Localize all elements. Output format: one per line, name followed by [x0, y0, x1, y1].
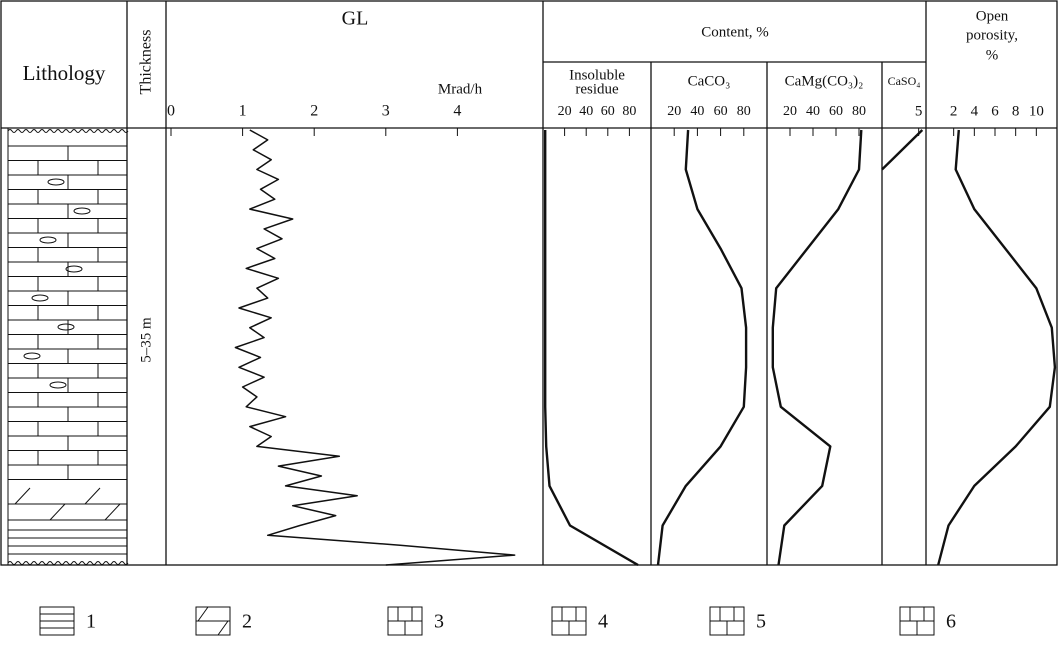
frame: [0, 0, 1058, 566]
x-tick-label: 40: [579, 104, 593, 119]
x-tick-label: 2: [310, 103, 318, 120]
hatch: [14, 487, 31, 505]
x-tick-label: 1: [239, 103, 247, 120]
gl-header: GL: [342, 8, 369, 30]
x-tick-label: 80: [852, 104, 866, 119]
nodule: [57, 323, 75, 331]
content-header: Content, %: [701, 24, 769, 40]
lithology-header: Lithology: [23, 61, 106, 85]
curve: [771, 129, 863, 566]
nodule: [39, 236, 57, 244]
hatch: [84, 487, 101, 505]
x-tick-label: 60: [714, 104, 728, 119]
nodule: [73, 207, 91, 215]
wave: [7, 129, 129, 133]
nodule: [31, 294, 49, 302]
lithology-pattern: [7, 129, 129, 565]
curve: [937, 129, 1057, 566]
wave: [7, 561, 129, 565]
legend-label: 1: [86, 611, 96, 633]
x-tick-label: 20: [558, 104, 572, 119]
x-tick-label: 3: [382, 103, 390, 120]
x-tick-label: 5: [915, 103, 923, 119]
hatch: [217, 620, 229, 636]
lithology-column: [7, 127, 128, 566]
curve: [544, 130, 639, 567]
porosity-header: Open: [976, 8, 1009, 24]
legend: 1 2 3 4 5 6: [39, 606, 956, 636]
x-tick-label: 8: [1012, 103, 1020, 119]
panel-title: Insoluble: [569, 67, 625, 83]
hatch: [197, 606, 209, 622]
x-tick-label: 6: [991, 103, 999, 119]
x-tick-label: 80: [737, 104, 751, 119]
curve: [656, 129, 748, 566]
x-tick-label: 60: [601, 104, 615, 119]
nodule: [23, 352, 41, 360]
x-tick-label: 20: [667, 104, 681, 119]
panel-title: CaSO₄: [888, 74, 921, 88]
x-tick-label: 4: [453, 103, 461, 120]
x-tick-label: 2: [950, 103, 958, 119]
legend-label: 2: [242, 611, 252, 633]
x-tick-label: 10: [1029, 103, 1044, 119]
nodule: [65, 265, 83, 273]
panel-title: residue: [575, 81, 619, 97]
x-tick-label: 20: [783, 104, 797, 119]
hatch: [49, 503, 66, 521]
x-tick-label: 40: [806, 104, 820, 119]
curve: [881, 129, 924, 171]
thickness-range: 5–35 m: [138, 317, 154, 363]
x-tick-label: 60: [829, 104, 843, 119]
x-tick-label: 0: [167, 103, 175, 120]
legend-label: 4: [598, 611, 608, 633]
x-tick-label: 4: [971, 103, 979, 119]
porosity-header: %: [986, 47, 999, 63]
legend-label: 5: [756, 611, 766, 633]
porosity-header: porosity,: [966, 27, 1018, 43]
hatch: [104, 503, 121, 521]
x-tick-label: 80: [622, 104, 636, 119]
thickness-header: Thickness: [138, 30, 155, 95]
gl-unit: Mrad/h: [438, 81, 483, 97]
x-tick-label: 40: [690, 104, 704, 119]
panel-title: CaCO₃: [688, 73, 731, 89]
legend-label: 3: [434, 611, 444, 633]
nodule: [47, 178, 65, 186]
curve: [234, 129, 516, 566]
panel-title: CaMg(CO₃)₂: [785, 73, 864, 89]
legend-label: 6: [946, 611, 956, 633]
nodule: [49, 381, 67, 389]
